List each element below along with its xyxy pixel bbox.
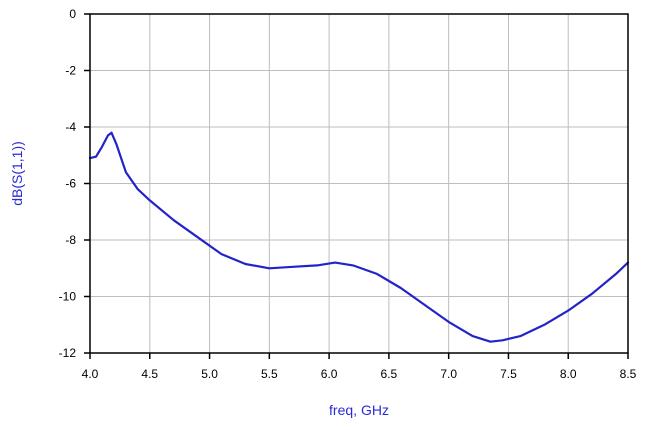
x-tick-label: 4.5: [141, 367, 158, 381]
y-tick-label: -12: [59, 346, 77, 360]
y-tick-label: 0: [69, 7, 76, 21]
grid: [90, 14, 628, 353]
x-tick-label: 5.0: [201, 367, 218, 381]
y-tick-label: -10: [59, 290, 77, 304]
x-tick-label: 8.5: [620, 367, 637, 381]
ticks: [84, 13, 629, 359]
plot-area-frame: [89, 13, 629, 354]
x-tick-label: 7.0: [440, 367, 457, 381]
series-line-s11: [88, 131, 630, 343]
x-tick-label: 6.0: [321, 367, 338, 381]
x-tick-label: 8.0: [560, 367, 577, 381]
x-tick-label: 6.5: [381, 367, 398, 381]
y-tick-label: -6: [65, 177, 76, 191]
x-tick-label: 5.5: [261, 367, 278, 381]
x-axis-label: freq, GHz: [329, 402, 389, 418]
y-axis-label: dB(S(1,1)): [9, 141, 25, 206]
x-tick-label: 4.0: [82, 367, 99, 381]
y-tick-label: -2: [65, 64, 76, 78]
x-tick-labels: 4.0 4.5 5.0 5.5 6.0 6.5 7.0 7.5 8.0 8.5: [82, 367, 637, 381]
y-tick-labels: 0 -2 -4 -6 -8 -10 -12: [59, 7, 77, 360]
y-tick-label: -8: [65, 233, 76, 247]
x-tick-label: 7.5: [500, 367, 517, 381]
y-tick-label: -4: [65, 120, 76, 134]
